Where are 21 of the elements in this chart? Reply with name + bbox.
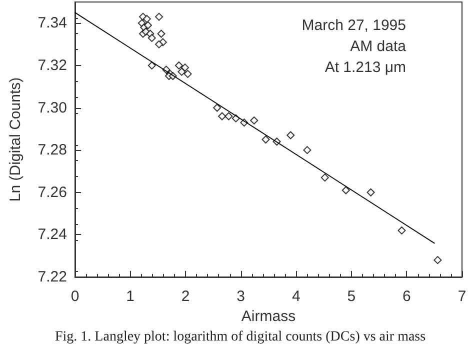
caption: Fig. 1. Langley plot: logarithm of digital counts (DCs) vs air mass [55,330,426,344]
x-axis-title: Airmass [241,308,296,325]
x-tick-label: 1 [126,288,134,305]
y-tick-label: 7.22 [38,268,67,286]
y-tick-label: 7.34 [38,14,67,32]
y-tick-label: 7.30 [38,99,67,116]
annotation: At 1.213 μm [324,59,406,76]
x-tick-label: 0 [70,288,80,305]
annotation: March 27, 1995 [302,17,406,34]
x-tick-label: 7 [458,288,466,305]
y-tick-label: 7.24 [38,226,67,244]
annotation: AM data [350,38,407,55]
x-tick-label: 2 [181,288,190,305]
x-tick-label: 4 [292,288,300,305]
x-tick-label: 5 [347,288,356,305]
y-axis-title: Ln (Digital Counts) [7,77,24,202]
x-tick-label: 3 [236,288,246,305]
y-tick-label: 7.32 [38,56,67,74]
y-tick-label: 7.28 [38,142,67,159]
y-tick-label: 7.26 [38,184,67,201]
x-tick-label: 6 [402,288,411,305]
